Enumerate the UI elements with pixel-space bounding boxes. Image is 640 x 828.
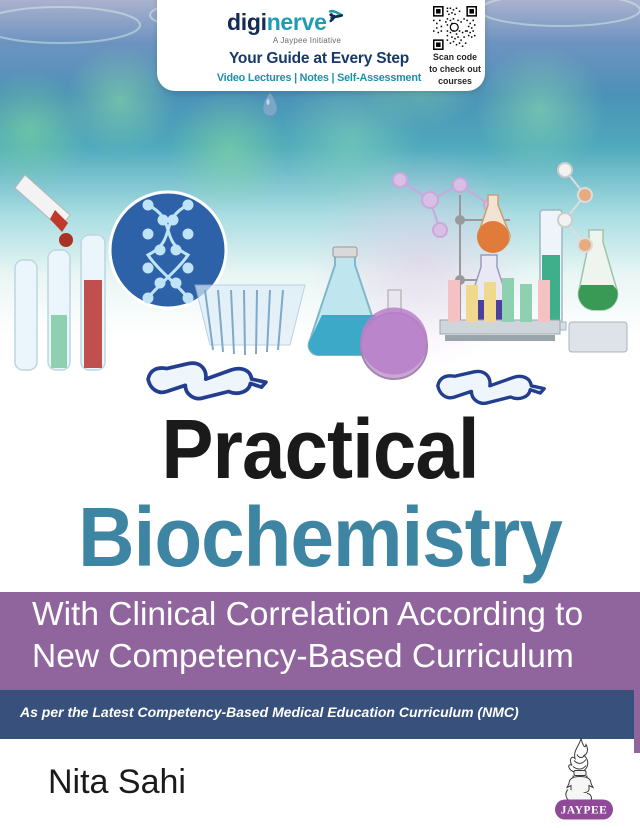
- svg-text:JAYPEE: JAYPEE: [561, 805, 608, 817]
